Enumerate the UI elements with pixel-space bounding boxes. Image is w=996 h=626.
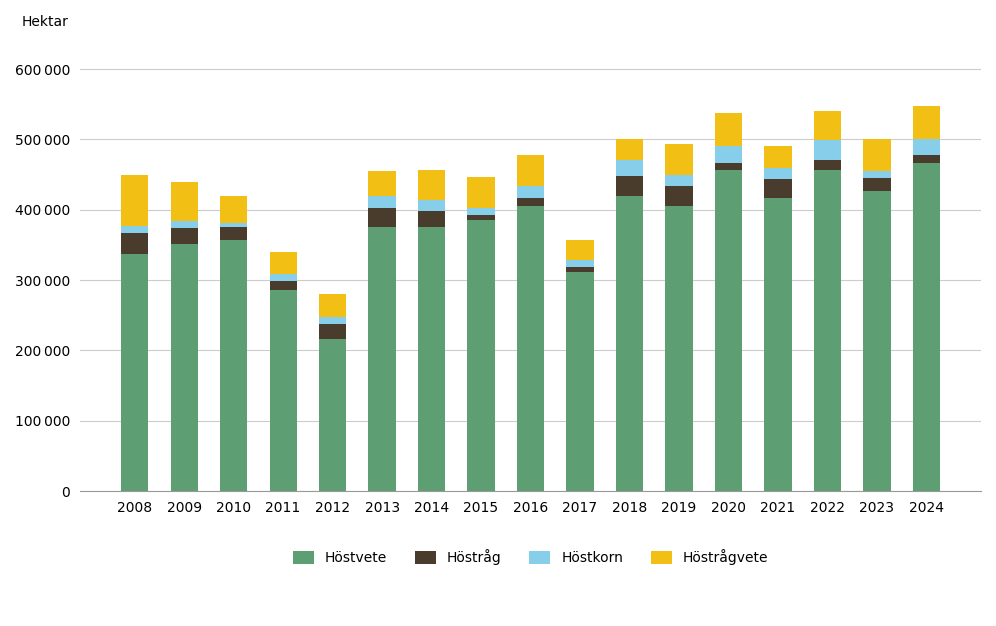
Bar xyxy=(270,290,297,491)
Bar xyxy=(764,146,792,168)
Bar xyxy=(270,281,297,290)
Bar xyxy=(912,106,940,139)
Bar xyxy=(665,186,692,205)
Bar xyxy=(170,221,198,228)
Bar xyxy=(122,233,148,254)
Bar xyxy=(715,170,742,491)
Bar xyxy=(517,205,544,491)
Bar xyxy=(517,186,544,198)
Bar xyxy=(270,274,297,281)
Bar xyxy=(864,191,890,491)
Bar xyxy=(567,240,594,260)
Bar xyxy=(418,211,445,227)
Bar xyxy=(912,163,940,491)
Bar xyxy=(270,252,297,274)
Bar xyxy=(616,140,643,160)
Bar xyxy=(418,200,445,211)
Bar xyxy=(912,155,940,163)
Bar xyxy=(517,198,544,205)
Bar xyxy=(715,146,742,163)
Text: Hektar: Hektar xyxy=(22,15,69,29)
Bar xyxy=(220,223,247,227)
Bar xyxy=(814,140,841,160)
Bar xyxy=(418,170,445,200)
Bar xyxy=(912,139,940,155)
Bar xyxy=(170,244,198,491)
Bar xyxy=(715,113,742,146)
Bar xyxy=(665,175,692,186)
Bar xyxy=(467,177,495,208)
Bar xyxy=(665,205,692,491)
Bar xyxy=(418,227,445,491)
Bar xyxy=(814,111,841,140)
Bar xyxy=(467,220,495,491)
Bar xyxy=(220,196,247,223)
Bar xyxy=(864,140,890,171)
Legend: Höstvete, Höstråg, Höstkorn, Höstrågvete: Höstvete, Höstråg, Höstkorn, Höstrågvete xyxy=(287,544,774,571)
Bar xyxy=(319,294,347,317)
Bar xyxy=(764,168,792,179)
Bar xyxy=(220,227,247,240)
Bar xyxy=(665,143,692,175)
Bar xyxy=(369,208,395,227)
Bar xyxy=(122,226,148,233)
Bar xyxy=(170,228,198,244)
Bar xyxy=(814,170,841,491)
Bar xyxy=(122,175,148,226)
Bar xyxy=(616,176,643,196)
Bar xyxy=(170,182,198,221)
Bar xyxy=(319,324,347,339)
Bar xyxy=(764,179,792,198)
Bar xyxy=(369,227,395,491)
Bar xyxy=(616,160,643,176)
Bar xyxy=(319,339,347,491)
Bar xyxy=(567,267,594,272)
Bar xyxy=(369,196,395,208)
Bar xyxy=(567,272,594,491)
Bar xyxy=(616,196,643,491)
Bar xyxy=(715,163,742,170)
Bar xyxy=(369,171,395,196)
Bar xyxy=(467,208,495,215)
Bar xyxy=(220,240,247,491)
Bar xyxy=(864,178,890,191)
Bar xyxy=(764,198,792,491)
Bar xyxy=(467,215,495,220)
Bar xyxy=(864,171,890,178)
Bar xyxy=(567,260,594,267)
Bar xyxy=(319,317,347,324)
Bar xyxy=(517,155,544,186)
Bar xyxy=(122,254,148,491)
Bar xyxy=(814,160,841,170)
